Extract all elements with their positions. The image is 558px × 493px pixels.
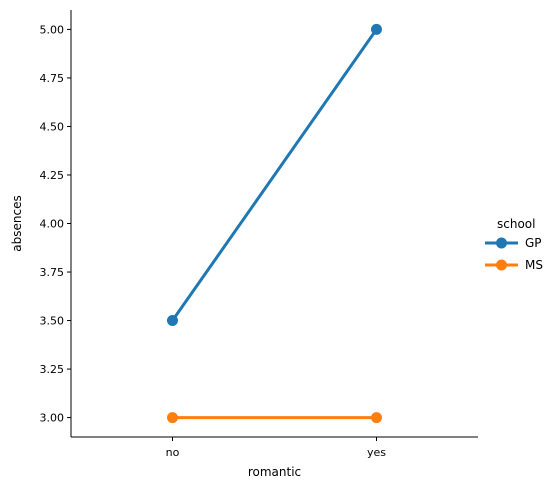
legend-items: GP MS (485, 236, 543, 272)
legend-label-ms: MS (525, 258, 543, 272)
y-tick-label: 5.00 (40, 23, 65, 36)
series-layer (167, 23, 382, 424)
series-gp (167, 23, 382, 327)
data-point-ms-yes (371, 412, 382, 424)
legend-label-gp: GP (525, 236, 542, 250)
series-ms (167, 412, 382, 424)
legend-item-ms: MS (485, 258, 543, 272)
data-point-gp-no (167, 315, 178, 327)
y-ticks: 3.00 3.25 3.50 3.75 4.00 4.25 4.50 4.75 5.00 (40, 23, 71, 425)
y-tick-label: 4.00 (40, 218, 65, 231)
series-line-gp (171, 27, 378, 323)
y-tick-label: 3.75 (40, 266, 65, 279)
legend: school GP MS (485, 217, 543, 272)
x-tick-label: no (166, 446, 180, 459)
y-tick-label: 4.50 (40, 120, 65, 133)
y-tick-label: 4.25 (40, 169, 65, 182)
legend-marker-ms (496, 259, 507, 271)
y-tick-label: 4.75 (40, 72, 65, 85)
x-axis-label: romantic (248, 465, 301, 479)
legend-item-gp: GP (485, 236, 542, 250)
x-ticks: no yes (166, 437, 386, 459)
y-tick-label: 3.00 (40, 412, 65, 425)
legend-title: school (497, 217, 535, 231)
legend-marker-gp (496, 237, 507, 249)
y-tick-label: 3.50 (40, 315, 65, 328)
x-tick-label: yes (367, 446, 386, 459)
plot-area: 3.00 3.25 3.50 3.75 4.00 4.25 4.50 4.75 5.00 no y… (40, 10, 478, 459)
y-axis-label: absences (10, 195, 24, 251)
data-point-ms-no (167, 412, 178, 424)
y-tick-label: 3.25 (40, 363, 65, 376)
data-point-gp-yes (371, 23, 382, 35)
